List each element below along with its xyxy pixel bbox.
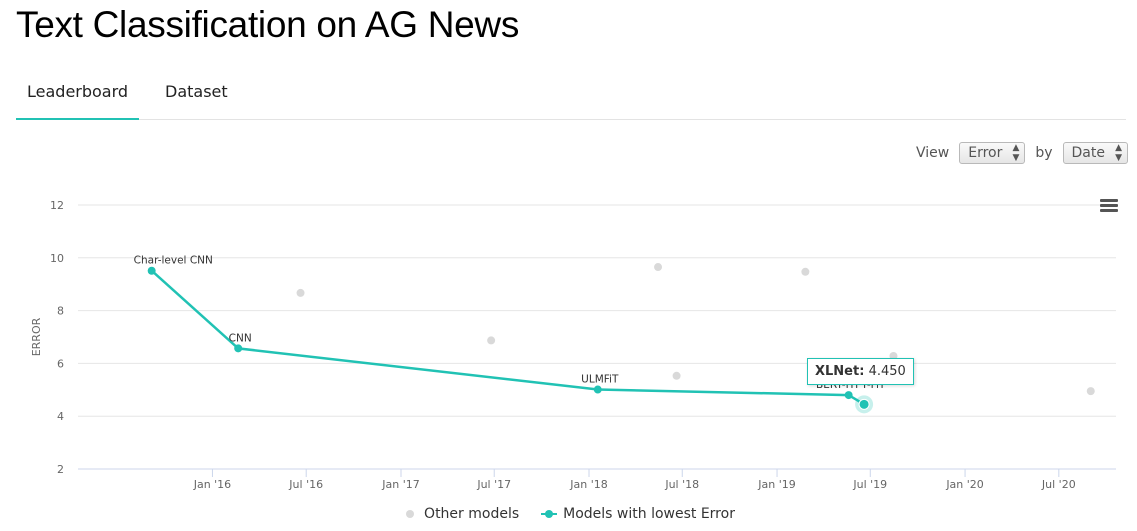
- legend-label-other: Other models: [424, 506, 520, 522]
- other-model-point: [296, 288, 305, 297]
- legend-label-best: Models with lowest Error: [563, 506, 735, 522]
- tab-bar: Leaderboard Dataset: [15, 70, 1126, 120]
- point-label: ULMFiT: [581, 374, 619, 386]
- view-controls: View Error ▲ ▼ by Date ▲ ▼: [906, 142, 1128, 164]
- legend-dot-icon: [402, 509, 418, 519]
- page-title: Text Classification on AG News: [16, 4, 520, 45]
- x-tick-label: Jul '16: [288, 478, 323, 491]
- tooltip-value: 4.450: [868, 364, 906, 379]
- x-tick-label: Jan '18: [569, 478, 607, 491]
- y-tick-label: 6: [57, 357, 64, 370]
- x-tick-label: Jan '17: [381, 478, 419, 491]
- y-axis-title: ERROR: [30, 317, 43, 356]
- sort-by-select[interactable]: Date ▲ ▼: [1062, 142, 1128, 164]
- x-tick-label: Jan '20: [945, 478, 983, 491]
- other-model-point: [801, 267, 810, 276]
- x-tick-label: Jul '19: [852, 478, 887, 491]
- x-tick-label: Jul '17: [476, 478, 511, 491]
- y-tick-label: 4: [57, 410, 64, 423]
- point-label: Char-level CNN: [134, 255, 213, 267]
- y-tick-label: 8: [57, 305, 64, 318]
- lowest-error-point: [593, 385, 602, 394]
- select-arrows-icon: ▲ ▼: [1012, 143, 1020, 163]
- tab-leaderboard[interactable]: Leaderboard: [15, 82, 140, 120]
- other-model-point: [487, 336, 496, 345]
- other-model-point: [1086, 387, 1095, 396]
- view-label: View: [916, 145, 950, 161]
- hamburger-menu-icon[interactable]: [1100, 199, 1118, 213]
- y-tick-label: 2: [57, 463, 64, 476]
- tooltip-model: XLNet: [815, 364, 860, 379]
- lowest-error-point: [234, 344, 243, 353]
- chart-tooltip: XLNet: 4.450: [807, 358, 914, 385]
- sort-by-select-value: Date: [1071, 145, 1105, 161]
- legend-item-lowest-error[interactable]: Models with lowest Error: [541, 506, 735, 522]
- x-tick-label: Jan '19: [757, 478, 795, 491]
- by-label: by: [1035, 145, 1053, 161]
- y-tick-label: 10: [50, 252, 64, 265]
- lowest-error-point: [147, 266, 156, 275]
- select-arrows-icon: ▲ ▼: [1115, 143, 1122, 163]
- point-label: CNN: [229, 332, 252, 344]
- chart-legend: Other models Models with lowest Error: [0, 506, 1137, 522]
- lowest-error-point: [858, 398, 870, 410]
- tab-dataset[interactable]: Dataset: [165, 82, 228, 101]
- y-tick-label: 12: [50, 199, 64, 212]
- x-tick-label: Jul '20: [1041, 478, 1076, 491]
- legend-item-other-models[interactable]: Other models: [402, 506, 519, 522]
- view-select[interactable]: Error ▲ ▼: [959, 142, 1026, 164]
- x-tick-label: Jul '18: [664, 478, 699, 491]
- lowest-error-point: [844, 391, 853, 400]
- other-model-point: [654, 263, 663, 272]
- legend-line-icon: [541, 509, 558, 519]
- view-select-value: Error: [968, 145, 1003, 161]
- lowest-error-line: [150, 269, 865, 406]
- other-model-point: [672, 371, 681, 380]
- x-tick-label: Jan '16: [193, 478, 231, 491]
